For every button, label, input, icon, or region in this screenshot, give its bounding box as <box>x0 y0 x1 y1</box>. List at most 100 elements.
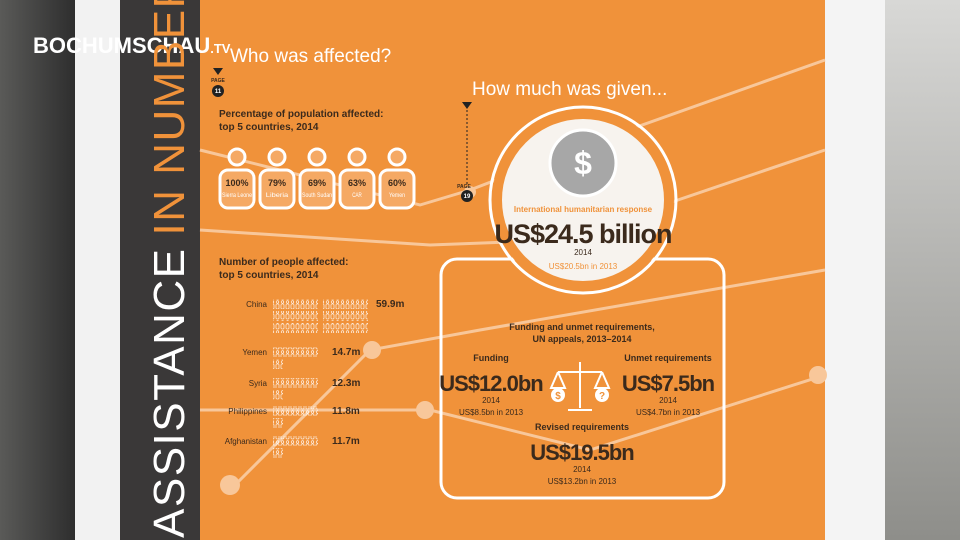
percentage-country: South Sudan <box>302 193 332 199</box>
appeal-previous: US$13.2bn in 2013 <box>548 477 617 486</box>
people-icons <box>273 347 318 357</box>
people-country: Philippines <box>228 407 267 416</box>
response-ring <box>488 105 678 295</box>
given-title: How much was given... <box>472 79 667 100</box>
percentage-heading: Percentage of population affected: <box>219 109 383 120</box>
percentage-list: 100% Sierra Leone 79% Liberia 69% South Sudan… <box>218 147 416 210</box>
people-value: 11.7m <box>332 436 360 447</box>
people-icons <box>273 378 318 388</box>
sidebar-line2: IN NUMBERS <box>145 0 194 236</box>
people-icons <box>323 323 368 333</box>
room-left <box>0 0 75 540</box>
percentage-value: 100% <box>225 178 248 188</box>
people-icons <box>273 311 318 321</box>
appeal-previous: US$8.5bn in 2013 <box>459 408 524 417</box>
person-body <box>218 168 256 210</box>
people-heading: Number of people affected: <box>219 257 348 268</box>
appeal-year: 2014 <box>482 396 500 405</box>
person-body <box>378 168 416 210</box>
frame-right <box>825 0 885 540</box>
percentage-value: 69% <box>308 178 326 188</box>
appeals-heading: Funding and unmet requirements, <box>509 322 655 332</box>
people-icons <box>273 436 318 446</box>
people-country: China <box>246 300 267 309</box>
infographic <box>200 0 825 540</box>
response-previous: US$20.5bn in 2013 <box>549 262 618 271</box>
percentage-value: 63% <box>348 178 366 188</box>
appeal-year: 2014 <box>659 396 677 405</box>
people-icons <box>273 359 283 369</box>
person-body <box>338 168 376 210</box>
scale-pan <box>595 388 609 402</box>
page-number: 19 <box>464 194 471 200</box>
people-list: China 59.9m Yemen 14.7m Syria 12.3m Philippine… <box>225 299 404 458</box>
people-country: Yemen <box>242 348 267 357</box>
appeal-previous: US$4.7bn in 2013 <box>636 408 701 417</box>
scale-pan <box>551 388 565 402</box>
sidebar-title: ASSISTANCE IN NUMBERS <box>145 0 194 538</box>
person-head <box>307 147 327 167</box>
person-body <box>258 168 296 210</box>
page-label: PAGE <box>211 78 225 84</box>
dollar-icon <box>548 128 618 198</box>
watermark-name: BOCHUMSCHAU <box>33 33 210 58</box>
frame-left <box>75 0 120 540</box>
people-icons <box>273 418 283 428</box>
person-body <box>298 168 336 210</box>
percentage-country: Liberia <box>266 193 289 199</box>
person-head <box>267 147 287 167</box>
percentage-country: CAR <box>352 193 362 199</box>
response-label: International humanitarian response <box>514 205 653 214</box>
percentage-value: 79% <box>268 178 286 188</box>
scale-icon <box>549 362 611 411</box>
page-pin: PAGE 19 <box>457 102 473 202</box>
people-subheading: top 5 countries, 2014 <box>219 270 319 281</box>
people-value: 14.7m <box>332 347 360 358</box>
percentage-country: Yemen <box>389 193 405 199</box>
people-icons <box>273 406 318 416</box>
appeal-amount: US$12.0bn <box>439 371 543 396</box>
dollar-glyph: $ <box>574 145 592 181</box>
decor-dots <box>220 186 827 495</box>
people-value: 59.9m <box>376 299 404 310</box>
appeal-year: 2014 <box>573 465 591 474</box>
people-value: 12.3m <box>332 378 360 389</box>
page-number: 11 <box>215 89 222 95</box>
appeal-amount: US$19.5bn <box>530 440 634 465</box>
people-icons <box>273 448 283 458</box>
page-pin: PAGE 11 <box>211 68 226 97</box>
appeals-subheading: UN appeals, 2013–2014 <box>532 334 631 344</box>
watermark-suffix: .TV <box>210 41 231 56</box>
sidebar-line1: ASSISTANCE <box>145 248 194 538</box>
scale-glyph: $ <box>555 391 561 402</box>
people-icons <box>273 323 318 333</box>
response-year: 2014 <box>574 248 592 257</box>
watermark: BOCHUMSCHAU.TV <box>33 33 231 58</box>
appeal-label: Revised requirements <box>535 422 629 432</box>
people-icons <box>323 299 368 309</box>
affected-title: Who was affected? <box>230 46 391 67</box>
response-circle <box>492 109 674 291</box>
scale-glyph: ? <box>599 391 605 402</box>
percentage-value: 60% <box>388 178 406 188</box>
people-icons <box>273 299 318 309</box>
person-head <box>227 147 247 167</box>
people-country: Syria <box>249 379 268 388</box>
appeal-label: Unmet requirements <box>624 353 712 363</box>
percentage-subheading: top 5 countries, 2014 <box>219 122 319 133</box>
page-label: PAGE <box>457 184 471 190</box>
people-icons <box>273 390 283 400</box>
person-head <box>387 147 407 167</box>
person-head <box>347 147 367 167</box>
people-value: 11.8m <box>332 406 360 417</box>
appeal-label: Funding <box>473 353 509 363</box>
response-amount: US$24.5 billion <box>494 219 671 249</box>
people-country: Afghanistan <box>225 437 267 446</box>
sidebar <box>120 0 200 540</box>
room-right <box>885 0 960 540</box>
percentage-country: Sierra Leone <box>222 193 253 199</box>
appeal-amount: US$7.5bn <box>622 371 715 396</box>
